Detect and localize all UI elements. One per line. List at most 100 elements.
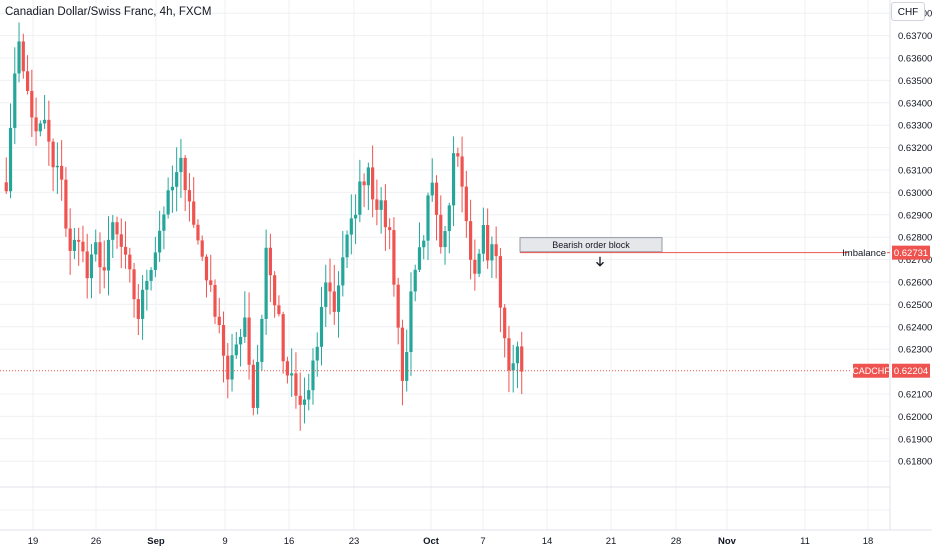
candle-body [498,256,503,308]
imbalance-price-tag [892,245,930,260]
candle-body [400,327,405,381]
candle-body [336,285,341,312]
candle-body [345,234,349,258]
candle-body [106,239,111,271]
candle-body [89,254,94,279]
down-arrow-icon [596,256,604,267]
candle-body [94,242,98,255]
candle-body [353,214,358,219]
candle-body [213,284,217,317]
symbol-badge [853,363,889,378]
candle-body [409,291,413,353]
time-tick-label: 21 [606,536,617,547]
candle-body [383,200,387,228]
candle-body [132,269,136,300]
price-tick-label: 0.63200 [898,143,932,154]
candle-body [111,222,115,240]
candle-body [388,227,392,231]
candle-body [413,269,417,292]
candle-body [55,165,59,168]
candle-body [362,181,366,186]
price-tick-label: 0.62400 [898,322,932,333]
candle-body [4,182,8,192]
candle-body [64,179,68,229]
candle-body [460,156,464,187]
candle-body [490,244,494,261]
candle-body [268,247,272,276]
candle-body [285,361,290,376]
candle-body [196,224,200,241]
price-tick-label: 0.62000 [898,412,932,423]
time-tick-label: 7 [480,536,485,547]
candle-body [417,247,422,270]
candle-body [158,230,162,253]
candle-body [77,239,81,242]
price-tick-label: 0.62300 [898,345,932,356]
candle-body [481,225,485,254]
candle-body [294,373,298,396]
candle-body [34,117,38,132]
candle-body [17,41,21,74]
price-tick-label: 0.62800 [898,233,932,244]
candle-body [281,314,285,362]
chart-grid [0,0,932,531]
candle-body [349,218,353,235]
candle-body [238,336,243,345]
candle-body [145,280,149,290]
time-tick-label: 9 [222,536,227,547]
candle-body [149,269,153,281]
candle-body [119,234,123,247]
candle-body [192,201,196,225]
candle-body [115,222,119,235]
candle-body [332,291,336,312]
order-block-label: Bearish order block [552,240,630,250]
candle-body [260,318,264,362]
price-tick-label: 0.62500 [898,300,932,311]
candle-body [486,225,490,261]
time-tick-label: 14 [542,536,553,547]
candle-body [230,355,234,380]
candle-body [85,251,89,279]
candle-body [38,123,42,132]
price-tick-label: 0.62900 [898,210,932,221]
candle-body [47,119,51,142]
imbalance-label: Imbalance [842,248,886,259]
candle-body [140,289,145,319]
price-tick-label: 0.63000 [898,188,932,199]
candle-body [175,172,179,187]
candle-body [162,214,166,231]
candles [4,22,524,431]
candle-body [179,157,183,173]
candle-body [166,190,170,215]
candle-body [43,119,47,124]
time-tick-label: Sep [147,536,165,547]
candle-body [494,244,498,257]
candle-body [187,190,192,202]
candle-body [51,141,55,168]
price-tick-label: 0.63300 [898,121,932,132]
candle-body [422,240,426,248]
candle-body [434,182,439,215]
candle-body [520,346,524,372]
currency-button[interactable]: CHF [891,2,925,21]
candle-body [426,195,430,241]
candle-body [477,253,481,274]
chart-title: Canadian Dollar/Swiss Franc, 4h, FXCM [5,6,212,18]
candle-body [324,282,328,307]
candle-body [392,230,396,285]
candle-body [136,299,140,319]
candle-body [469,221,473,260]
time-tick-label: 16 [284,536,295,547]
candle-body [25,71,30,91]
price-axis[interactable]: 0.638000.637000.636000.635000.634000.633… [892,9,932,468]
candle-body [315,346,319,361]
candle-body [277,305,281,315]
candle-body [98,242,102,268]
candle-body [251,364,255,408]
price-tick-label: 0.63600 [898,54,932,65]
candle-body [311,360,315,391]
candle-body [396,284,400,328]
candle-body [511,363,515,371]
time-axis[interactable]: 19 26 Sep 9 16 23 Oct 7 14 21 28 Nov 11 18 [28,536,874,547]
